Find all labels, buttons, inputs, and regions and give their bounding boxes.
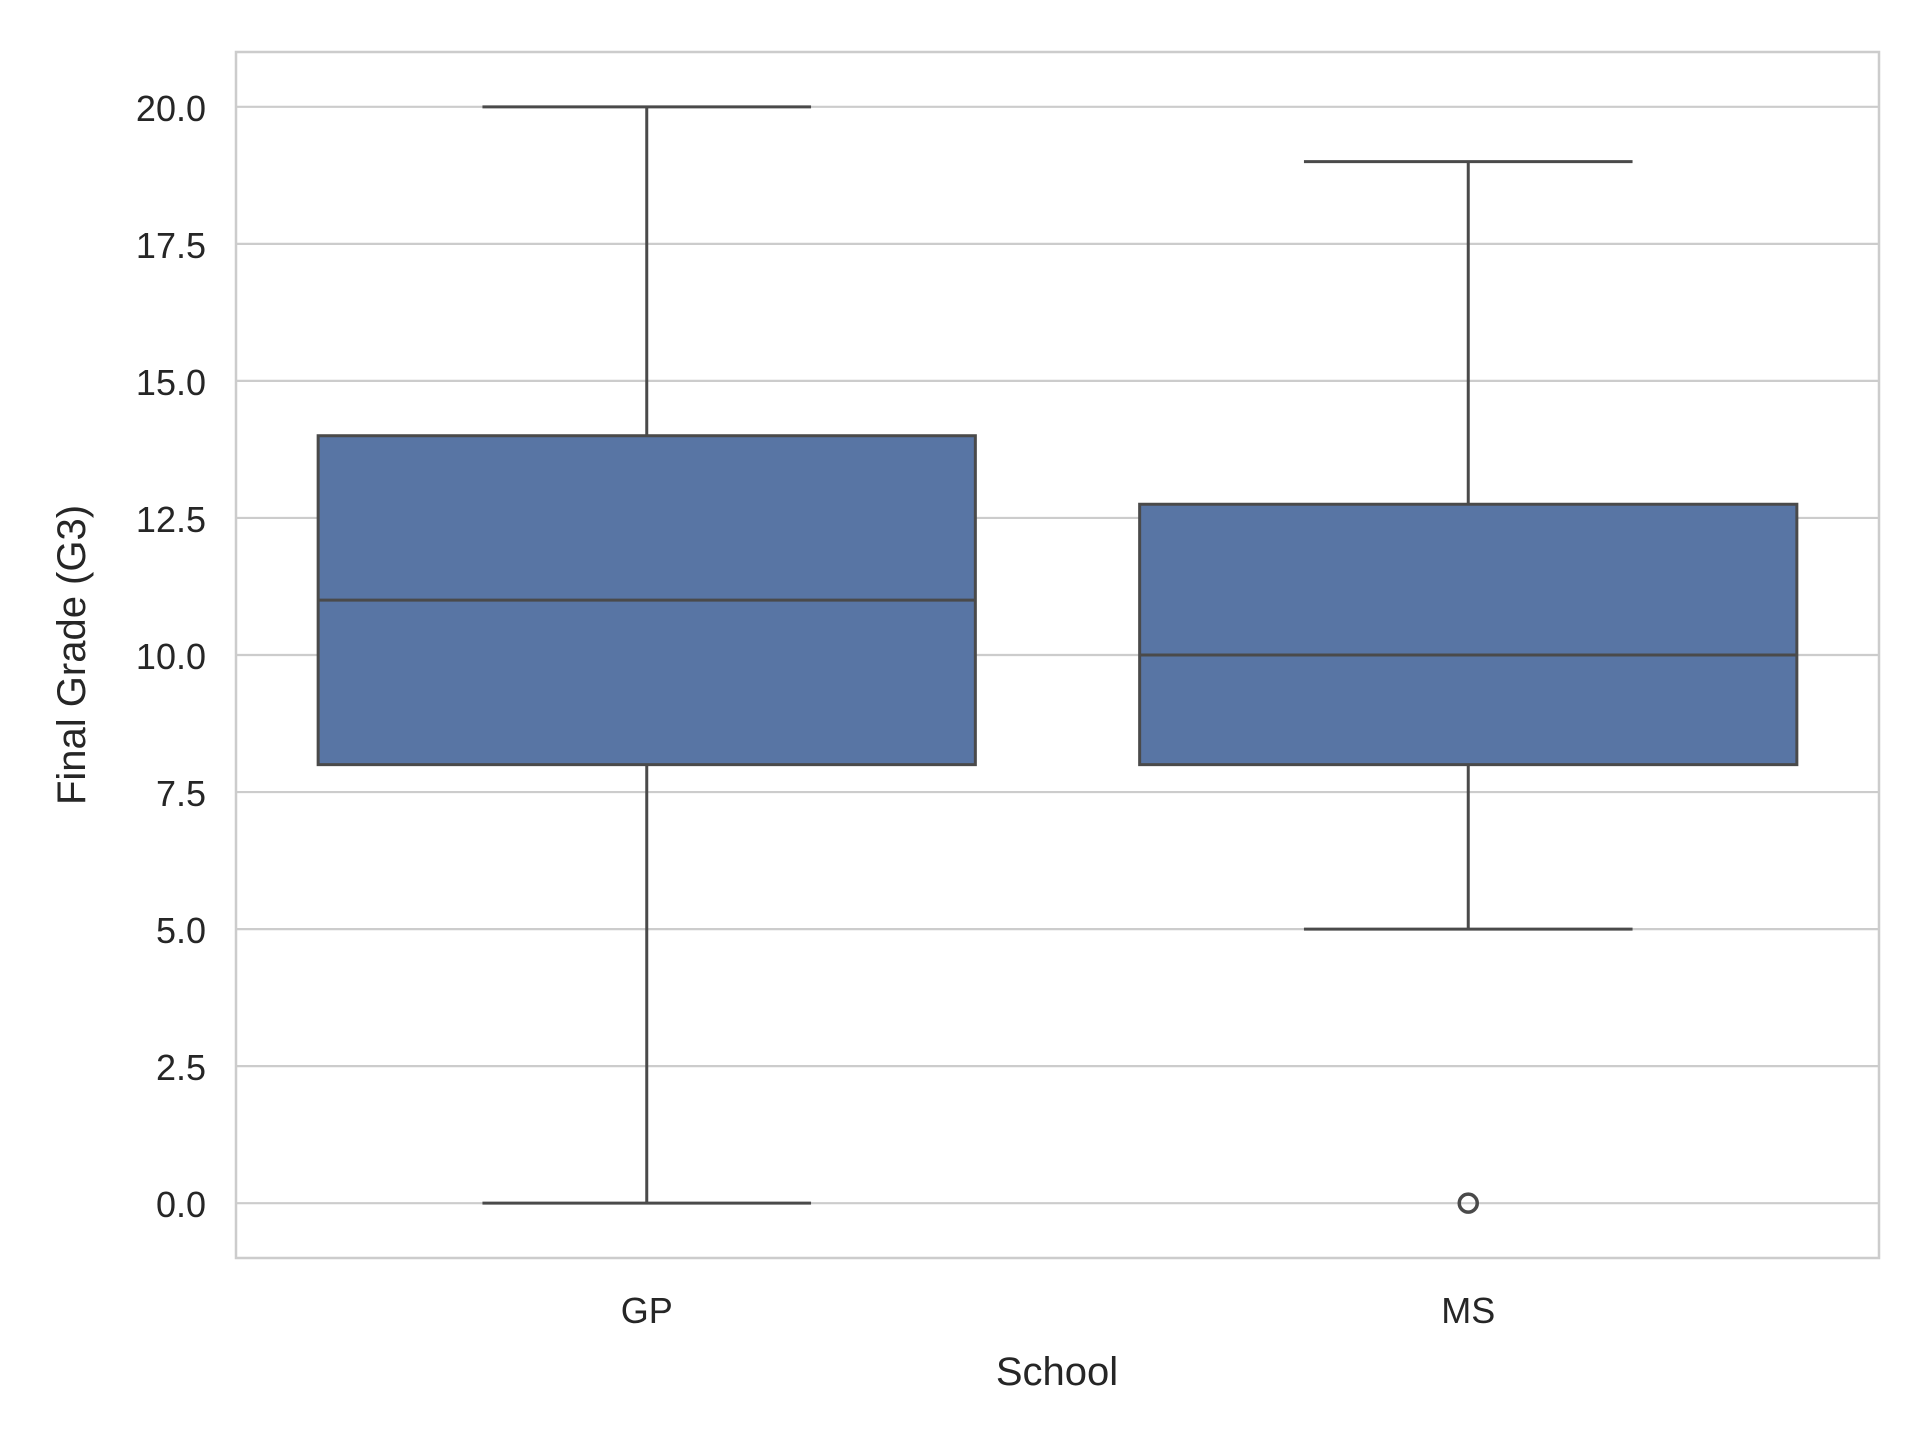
iqr-box xyxy=(1138,502,1799,767)
plot-frame xyxy=(234,50,1881,1260)
y-tick-label: 10.0 xyxy=(136,636,206,677)
y-tick-label: 7.5 xyxy=(156,773,206,814)
x-axis-label: School xyxy=(996,1350,1118,1394)
box-gp xyxy=(316,105,977,1205)
y-tick-label: 2.5 xyxy=(156,1047,206,1088)
y-tick-label: 5.0 xyxy=(156,910,206,951)
y-tick-label: 12.5 xyxy=(136,499,206,540)
y-tick-label: 0.0 xyxy=(156,1184,206,1225)
x-tick-label: GP xyxy=(621,1290,673,1331)
y-axis-ticks: 0.0 2.5 5.0 7.5 10.0 12.5 15.0 17.5 20.0 xyxy=(136,88,206,1225)
boxes xyxy=(316,105,1799,1214)
y-tick-label: 20.0 xyxy=(136,88,206,129)
outlier-point xyxy=(1457,1192,1479,1214)
x-tick-label: MS xyxy=(1441,1290,1495,1331)
y-axis-label: Final Grade (G3) xyxy=(50,505,94,805)
x-axis-ticks: GP MS xyxy=(621,1290,1496,1331)
box-ms xyxy=(1138,160,1799,1214)
y-tick-label: 17.5 xyxy=(136,225,206,266)
y-tick-label: 15.0 xyxy=(136,362,206,403)
